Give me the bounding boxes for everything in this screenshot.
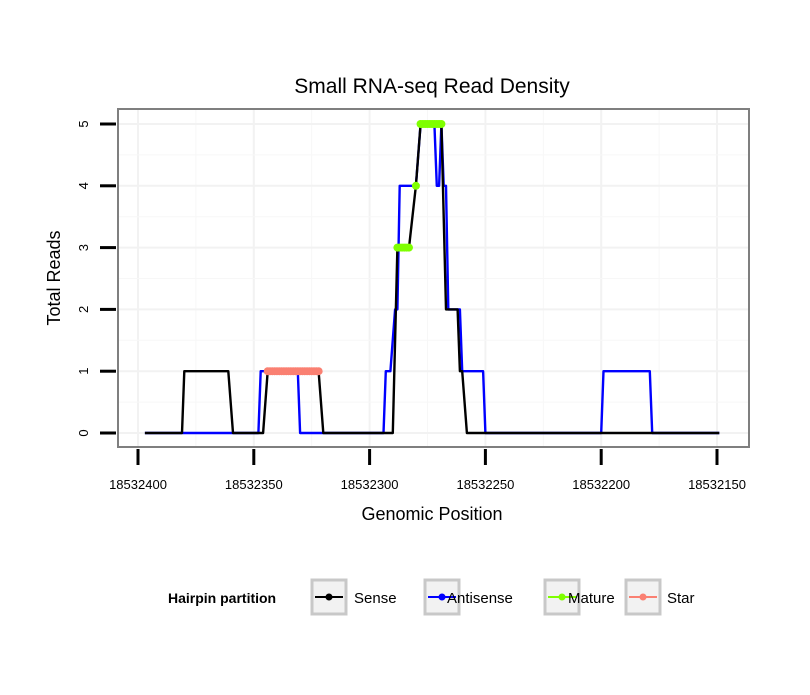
x-tick-label: 18532350 — [225, 477, 283, 492]
chart-title: Small RNA-seq Read Density — [294, 75, 570, 98]
y-tick-label: 1 — [76, 368, 91, 375]
data-point-mature — [437, 120, 446, 128]
y-tick-label: 2 — [76, 306, 91, 313]
x-tick-label: 18532300 — [341, 477, 399, 492]
legend-label-antisense: Antisense — [447, 590, 513, 607]
data-point-star — [314, 367, 323, 376]
legend-label-mature: Mature — [568, 590, 615, 607]
x-axis-label: Genomic Position — [361, 504, 502, 524]
axes: 18532400 18532350 18532300 18532250 18532200… — [76, 120, 746, 492]
y-axis-label: Total Reads — [44, 230, 64, 325]
y-tick-label: 4 — [76, 182, 91, 189]
x-tick-label: 18532400 — [109, 477, 167, 492]
y-tick-label: 3 — [76, 244, 91, 251]
legend-title: Hairpin partition — [168, 590, 276, 606]
legend: Hairpin partition Sense Antisense Mature St… — [168, 578, 695, 616]
legend-label-sense: Sense — [354, 590, 397, 607]
y-tick-label: 0 — [76, 429, 91, 436]
series-layer — [144, 120, 720, 435]
data-point-mature — [404, 243, 413, 252]
legend-key-dot-star — [639, 593, 647, 601]
legend-label-star: Star — [667, 590, 695, 607]
x-tick-label: 18532150 — [688, 477, 746, 492]
legend-key-dot-mature — [558, 593, 566, 601]
y-tick-label: 5 — [76, 120, 91, 127]
x-tick-label: 18532200 — [572, 477, 630, 492]
data-point-mature — [411, 181, 420, 190]
legend-entries: Sense Antisense Mature Star — [310, 578, 695, 616]
x-tick-label: 18532250 — [456, 477, 514, 492]
legend-key-dot-antisense — [438, 593, 446, 601]
legend-key-dot-sense — [325, 593, 333, 601]
